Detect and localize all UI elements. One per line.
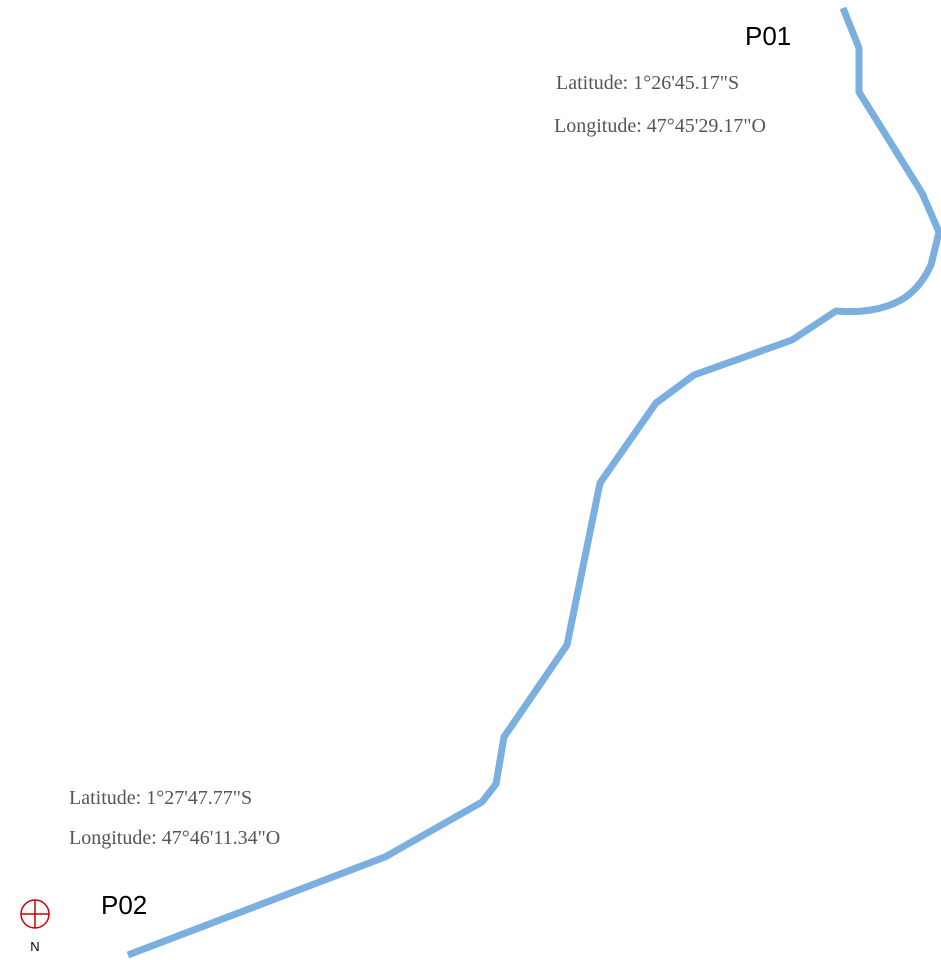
latitude: Latitude: 1°26'45.17"S [556,72,739,94]
latitude: Latitude: 1°27'47.77"S [69,787,252,809]
point-label: P02 [101,890,147,920]
route [126,6,941,959]
compass [20,899,50,929]
longitude: Longitude: 47°46'11.34"O [69,827,280,849]
longitude: Longitude: 47°45'29.17"O [554,115,766,137]
point-label: P01 [745,21,791,51]
compass-label: N [30,939,39,954]
